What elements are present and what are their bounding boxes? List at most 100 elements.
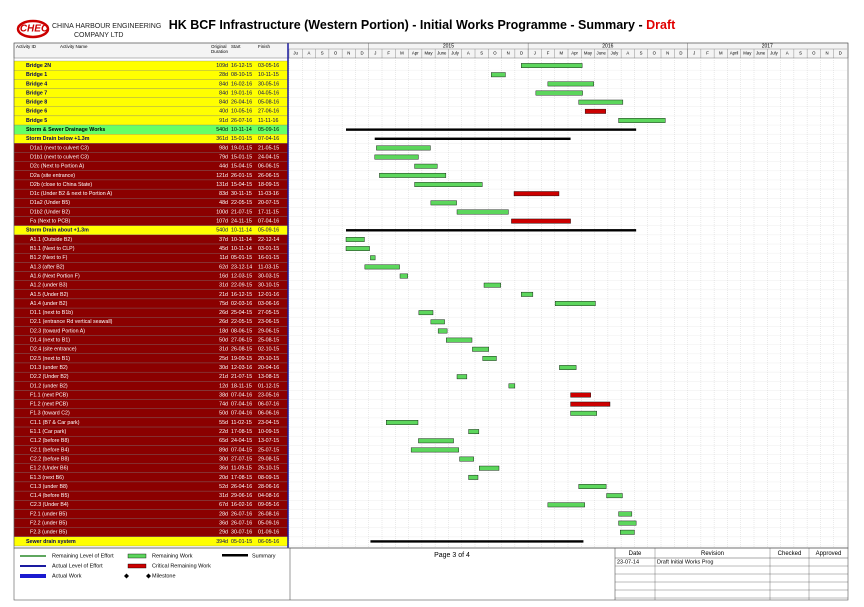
activity-start: 11-02-15 (231, 420, 252, 426)
column-title: Finish (258, 44, 271, 49)
month-label: N (666, 51, 669, 56)
activity-name: F2.3 (under B5) (30, 530, 67, 536)
activity-name: Storm Drain below +1.3m (26, 136, 90, 142)
activity-bar (418, 438, 454, 444)
activity-bar (410, 447, 459, 453)
activity-bar (513, 191, 560, 197)
activity-finish: 07-04-16 (258, 136, 279, 142)
revision-table: Date Revision Checked Approved 23-07-14 Draft… (615, 548, 848, 600)
activity-name: D1a1 (next to culvert C3) (30, 145, 89, 151)
activity-duration: 394d (216, 539, 228, 545)
activity-name: F1.1 (next PCB) (30, 392, 68, 398)
activity-bar (364, 264, 400, 270)
activity-duration: 74d (219, 402, 228, 408)
activity-finish: 06-07-16 (258, 402, 279, 408)
logo-ring (16, 19, 50, 39)
activity-finish: 05-08-16 (258, 100, 279, 106)
activity-start: 25-04-15 (231, 310, 252, 316)
month-label: O (334, 51, 338, 56)
activity-finish: 07-04-16 (258, 219, 279, 225)
month-label: D (520, 51, 523, 56)
activity-finish: 29-06-15 (258, 328, 279, 334)
activity-start: 17-08-15 (231, 429, 252, 435)
activity-name: D1b1 (next to culvert C3) (30, 154, 89, 160)
activity-duration: 12d (219, 383, 228, 389)
activity-finish: 18-09-15 (258, 182, 279, 188)
activity-duration: 18d (219, 328, 228, 334)
month-label: N (826, 51, 829, 56)
column-title: Original (211, 44, 227, 49)
activity-duration: 28d (219, 511, 228, 517)
activity-duration: 65d (219, 438, 228, 444)
activity-finish: 29-08-15 (258, 456, 279, 462)
activity-finish: 23-04-15 (258, 420, 279, 426)
activity-duration: 30d (219, 365, 228, 371)
activity-bar (618, 520, 637, 526)
activity-start: 26-01-15 (231, 173, 252, 179)
activity-bar (584, 108, 606, 114)
activity-name: A1.3 (after B2) (30, 264, 65, 270)
activity-bar (482, 356, 497, 361)
activity-name: D1a2 (Under B5) (30, 200, 70, 206)
activity-bar (437, 328, 448, 334)
activity-bar (570, 401, 611, 407)
activity-name: A1.6 (Next Portion F) (30, 273, 80, 279)
activity-duration: 50d (219, 411, 228, 417)
activity-finish: 21-05-15 (258, 145, 279, 151)
timeline: 2015 2016 2017 Ju A S O N D J F M Apr May June July A S O N… (288, 43, 847, 548)
activity-finish: 06-05-16 (258, 539, 279, 545)
activity-duration: 45d (219, 246, 228, 252)
activity-start: 16-02-16 (231, 81, 252, 87)
activity-duration: 22d (219, 429, 228, 435)
month-label: F (706, 51, 709, 56)
legend-label: Actual Work (52, 573, 82, 579)
activity-name: Fa (Next to PCB) (30, 219, 71, 225)
activity-bar (491, 72, 506, 78)
activity-start: 12-03-16 (231, 365, 252, 371)
month-label: Ju (293, 51, 298, 56)
activity-duration: 540d (216, 127, 228, 133)
activity-finish: 09-05-16 (258, 502, 279, 508)
activity-duration: 31d (219, 347, 228, 353)
activity-name: Bridge 2N (26, 63, 51, 69)
activity-start: 07-04-15 (231, 447, 252, 453)
activity-name: E1.1 (Car park) (30, 429, 66, 435)
activity-finish: 30-03-15 (258, 273, 279, 279)
activity-name: C1.4 (before B5) (30, 493, 69, 499)
activity-bar (618, 118, 666, 123)
activity-start: 05-01-15 (231, 539, 252, 545)
legend-label: Remaining Work (152, 553, 193, 559)
activity-duration: 84d (219, 81, 228, 87)
month-label: May (743, 51, 752, 56)
activity-start: 08-06-15 (231, 328, 252, 334)
activity-bar (399, 273, 408, 279)
activity-finish: 11-03-16 (258, 191, 279, 197)
table-header: Revision (701, 551, 724, 557)
legend-label: Critical Remaining Work (152, 563, 211, 569)
activity-name: B1.2 (Next to F) (30, 255, 68, 261)
activity-name: D2.2 (Under B2) (30, 374, 69, 380)
activity-start: 26-07-16 (231, 511, 252, 517)
month-label: F (547, 51, 550, 56)
activity-name: D1.3 (under B2) (30, 365, 68, 371)
activity-start: 26-04-16 (231, 100, 252, 106)
month-label: S (640, 51, 643, 56)
activity-finish: 24-04-15 (258, 154, 279, 160)
activity-bar (521, 291, 534, 297)
activity-start: 07-04-16 (231, 411, 252, 417)
activity-finish: 23-05-16 (258, 392, 279, 398)
activity-bar (468, 429, 480, 435)
activity-duration: 29d (219, 530, 228, 536)
month-label: A (467, 51, 470, 56)
month-label: J (534, 51, 536, 56)
activity-duration: 91d (219, 118, 228, 124)
activity-finish: 11-03-15 (258, 264, 279, 270)
legend-label: Summary (252, 553, 276, 559)
activity-name: D1c (Under B2 & next to Portion A) (30, 191, 112, 197)
activity-duration: 67d (219, 502, 228, 508)
activity-start: 15-01-15 (231, 154, 252, 160)
legend-label: Actual Level of Effort (52, 563, 103, 569)
activity-name: Storm Drain about +1.3m (26, 228, 89, 234)
month-label: D (839, 51, 842, 56)
activity-name: F2.1 (under B5) (30, 511, 67, 517)
